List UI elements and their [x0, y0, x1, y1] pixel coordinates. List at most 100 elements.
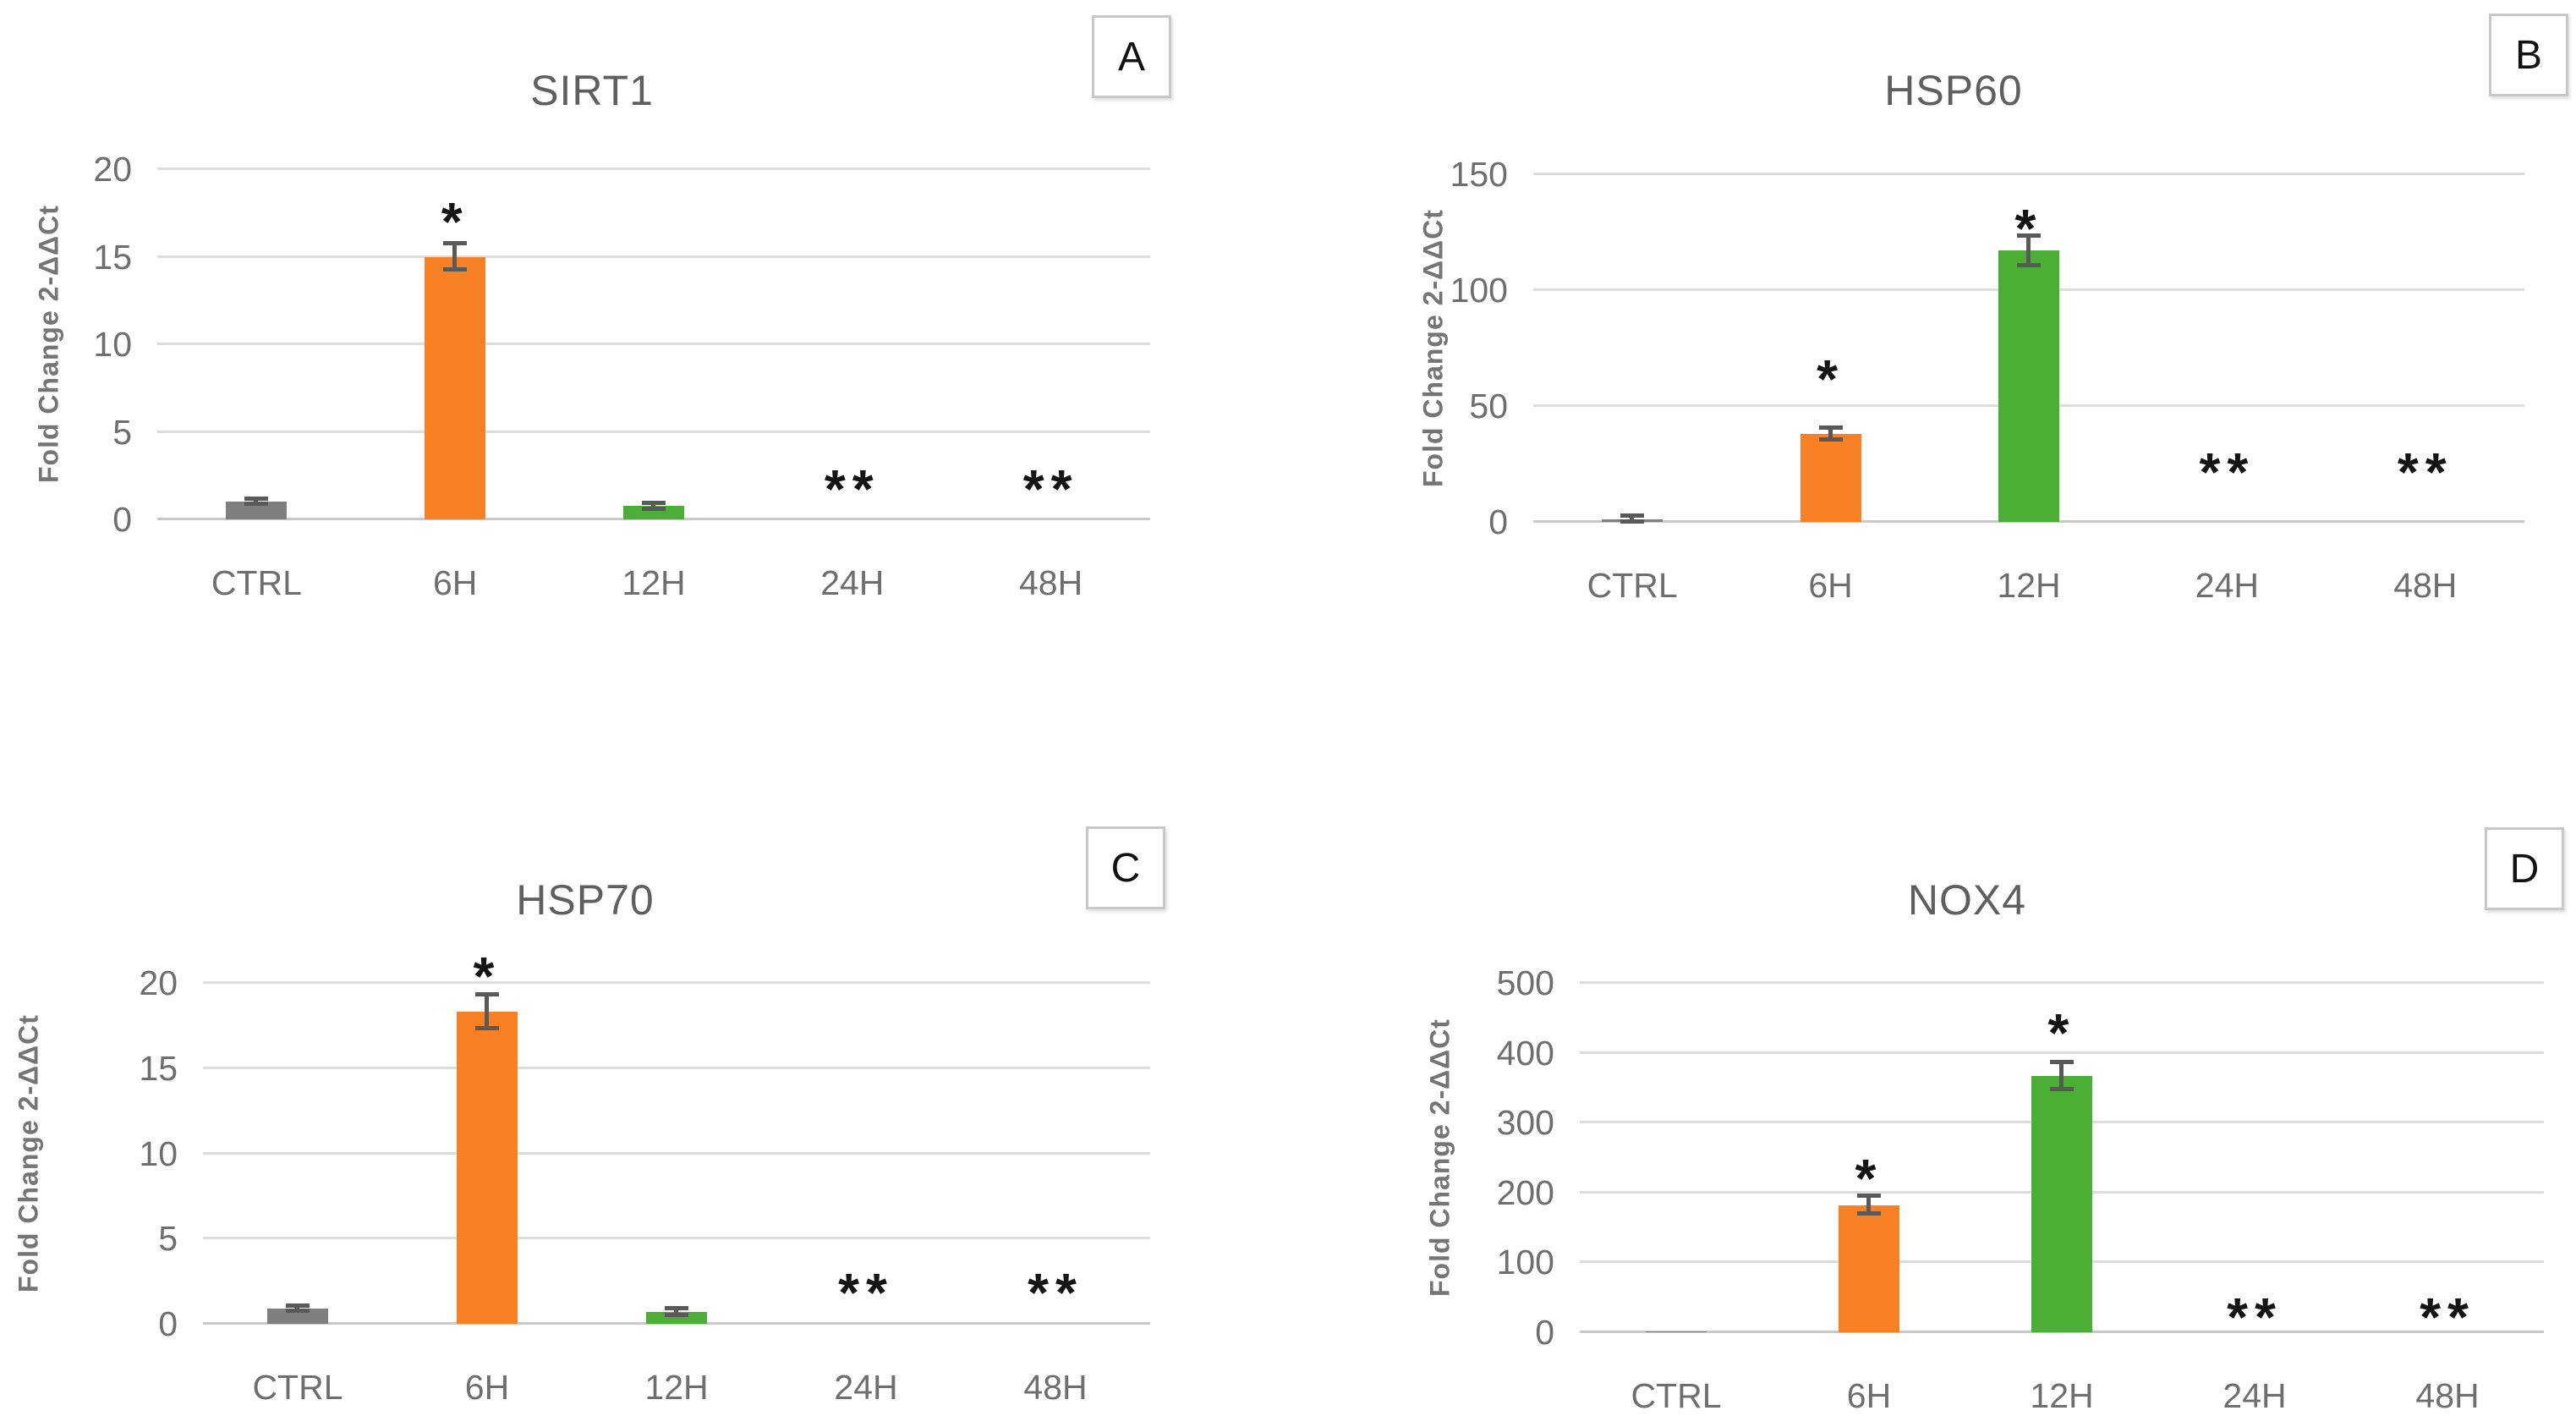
x-tick-label: 48H [2393, 566, 2458, 605]
x-tick-label: 12H [1997, 566, 2061, 605]
gridline [203, 1066, 1150, 1069]
y-tick-label: 5 [158, 1219, 178, 1259]
panel-sirt1: SIRT1 A Fold Change 2-ΔΔCt 0 5 10 15 20 CTRL 6… [0, 0, 1288, 713]
x-tick-label: 12H [2030, 1376, 2094, 1415]
y-tick-label: 200 [1496, 1172, 1554, 1212]
bar-12h [2031, 1075, 2092, 1332]
bar-12h [623, 506, 684, 519]
y-tick-label: 10 [139, 1133, 178, 1173]
error-bar-cap [2017, 263, 2041, 268]
y-tick-label: 0 [1488, 502, 1508, 541]
error-bar [295, 1305, 299, 1311]
plot-area: 0 5 10 15 20 CTRL 6H * 12H 24H ** 48H ** [139, 946, 1150, 1407]
x-tick-label: 24H [820, 563, 885, 602]
bar-ctrl [267, 1308, 328, 1324]
error-bar-cap [475, 1026, 499, 1031]
y-tick-label: 100 [1496, 1243, 1554, 1282]
bar-6h [1839, 1205, 1899, 1332]
plot-area: 0 50 100 150 CTRL 6H * 12H * 24H ** 48H ** [1450, 155, 2524, 605]
bar-ctrl [226, 502, 288, 519]
error-bar-cap [443, 240, 468, 245]
x-tick-label: 48H [1023, 1368, 1088, 1407]
y-tick-label: 0 [1535, 1313, 1554, 1352]
error-bar-cap [286, 1308, 310, 1313]
panel-letter-badge: D [2485, 827, 2564, 910]
plot-area: 0 100 200 300 400 500 CTRL 6H * 12H * 24H ** 48H ** [1497, 963, 2544, 1415]
y-tick-label: 400 [1496, 1033, 1554, 1073]
panel-letter-badge: B [2489, 14, 2568, 96]
error-bar-cap [642, 501, 666, 506]
y-tick-label: 300 [1496, 1103, 1554, 1143]
error-bar [452, 243, 458, 271]
chart-title: SIRT1 [530, 67, 654, 114]
gridline [1533, 173, 2524, 175]
x-tick-label: CTRL [252, 1368, 343, 1407]
error-bar-cap [2017, 233, 2041, 238]
error-bar-cap [1620, 513, 1645, 519]
bar-ctrl [1646, 1331, 1707, 1332]
error-bar-cap [286, 1303, 310, 1308]
y-tick-label: 5 [112, 412, 132, 452]
bar-12h [646, 1311, 707, 1324]
error-bar [2026, 235, 2031, 266]
error-bar-cap [1818, 425, 1843, 431]
y-tick-label: 20 [93, 150, 132, 189]
x-tick-label: 12H [622, 563, 686, 602]
error-bar [2059, 1062, 2064, 1089]
gridline [157, 430, 1150, 433]
y-tick-label: 150 [1450, 155, 1508, 194]
error-bar [651, 503, 655, 509]
x-tick-label: 6H [432, 563, 478, 602]
y-axis-title: Fold Change 2-ΔΔCt [1417, 209, 1449, 487]
panel-hsp60: HSP60 B Fold Change 2-ΔΔCt 0 50 100 150 CTRL… [1288, 0, 2576, 713]
y-tick-label: 0 [158, 1304, 178, 1343]
chart-title: NOX4 [1907, 876, 2027, 924]
y-tick-label: 500 [1496, 963, 1554, 1002]
gridline [1580, 981, 2544, 984]
bar-12h [1998, 250, 2059, 522]
gridline [203, 981, 1150, 984]
error-bar-cap [475, 992, 499, 997]
error-bar-cap [443, 267, 468, 272]
y-tick-label: 20 [139, 963, 178, 1002]
error-bar-cap [244, 502, 269, 507]
chart-title: HSP70 [516, 876, 655, 924]
panel-nox4: NOX4 D Fold Change 2-ΔΔCt 0 100 200 300 400 5… [1288, 713, 2576, 1427]
x-tick-label: CTRL [1631, 1376, 1722, 1415]
panel-hsp70: HSP70 C Fold Change 2-ΔΔCt 0 5 10 15 20 CTRL 6… [0, 713, 1288, 1427]
error-bar-cap [1818, 436, 1843, 442]
x-tick-label: 48H [2415, 1376, 2480, 1415]
error-bar [1866, 1195, 1871, 1215]
y-tick-label: 15 [93, 237, 132, 277]
bar-6h [1800, 433, 1861, 522]
x-tick-label: 24H [2195, 566, 2259, 605]
y-tick-label: 100 [1450, 271, 1508, 310]
error-bar-cap [2050, 1060, 2074, 1065]
panel-letter-badge: C [1086, 826, 1165, 909]
error-bar-cap [244, 497, 269, 502]
gridline [157, 167, 1150, 170]
y-tick-label: 0 [112, 500, 132, 539]
x-tick-label: 6H [1808, 566, 1853, 605]
error-bar-cap [665, 1305, 688, 1310]
gridline [203, 1151, 1150, 1155]
x-tick-label: 24H [2222, 1376, 2287, 1415]
x-tick-label: 24H [834, 1368, 898, 1407]
error-bar [254, 499, 259, 505]
x-tick-label: 48H [1018, 563, 1083, 602]
x-tick-label: 12H [644, 1368, 709, 1407]
panel-letter-badge: A [1092, 15, 1171, 98]
gridline [1580, 1051, 2544, 1054]
gridline [157, 343, 1150, 345]
y-tick-label: 50 [1469, 387, 1508, 425]
error-bar-cap [1857, 1211, 1881, 1216]
error-bar-cap [642, 506, 666, 511]
error-bar [485, 995, 489, 1029]
y-tick-label: 15 [139, 1048, 178, 1088]
error-bar [1630, 516, 1635, 522]
bar-6h [457, 1012, 518, 1324]
x-tick-label: 6H [1846, 1376, 1892, 1415]
y-tick-label: 10 [93, 325, 132, 364]
error-bar-cap [1857, 1193, 1881, 1198]
